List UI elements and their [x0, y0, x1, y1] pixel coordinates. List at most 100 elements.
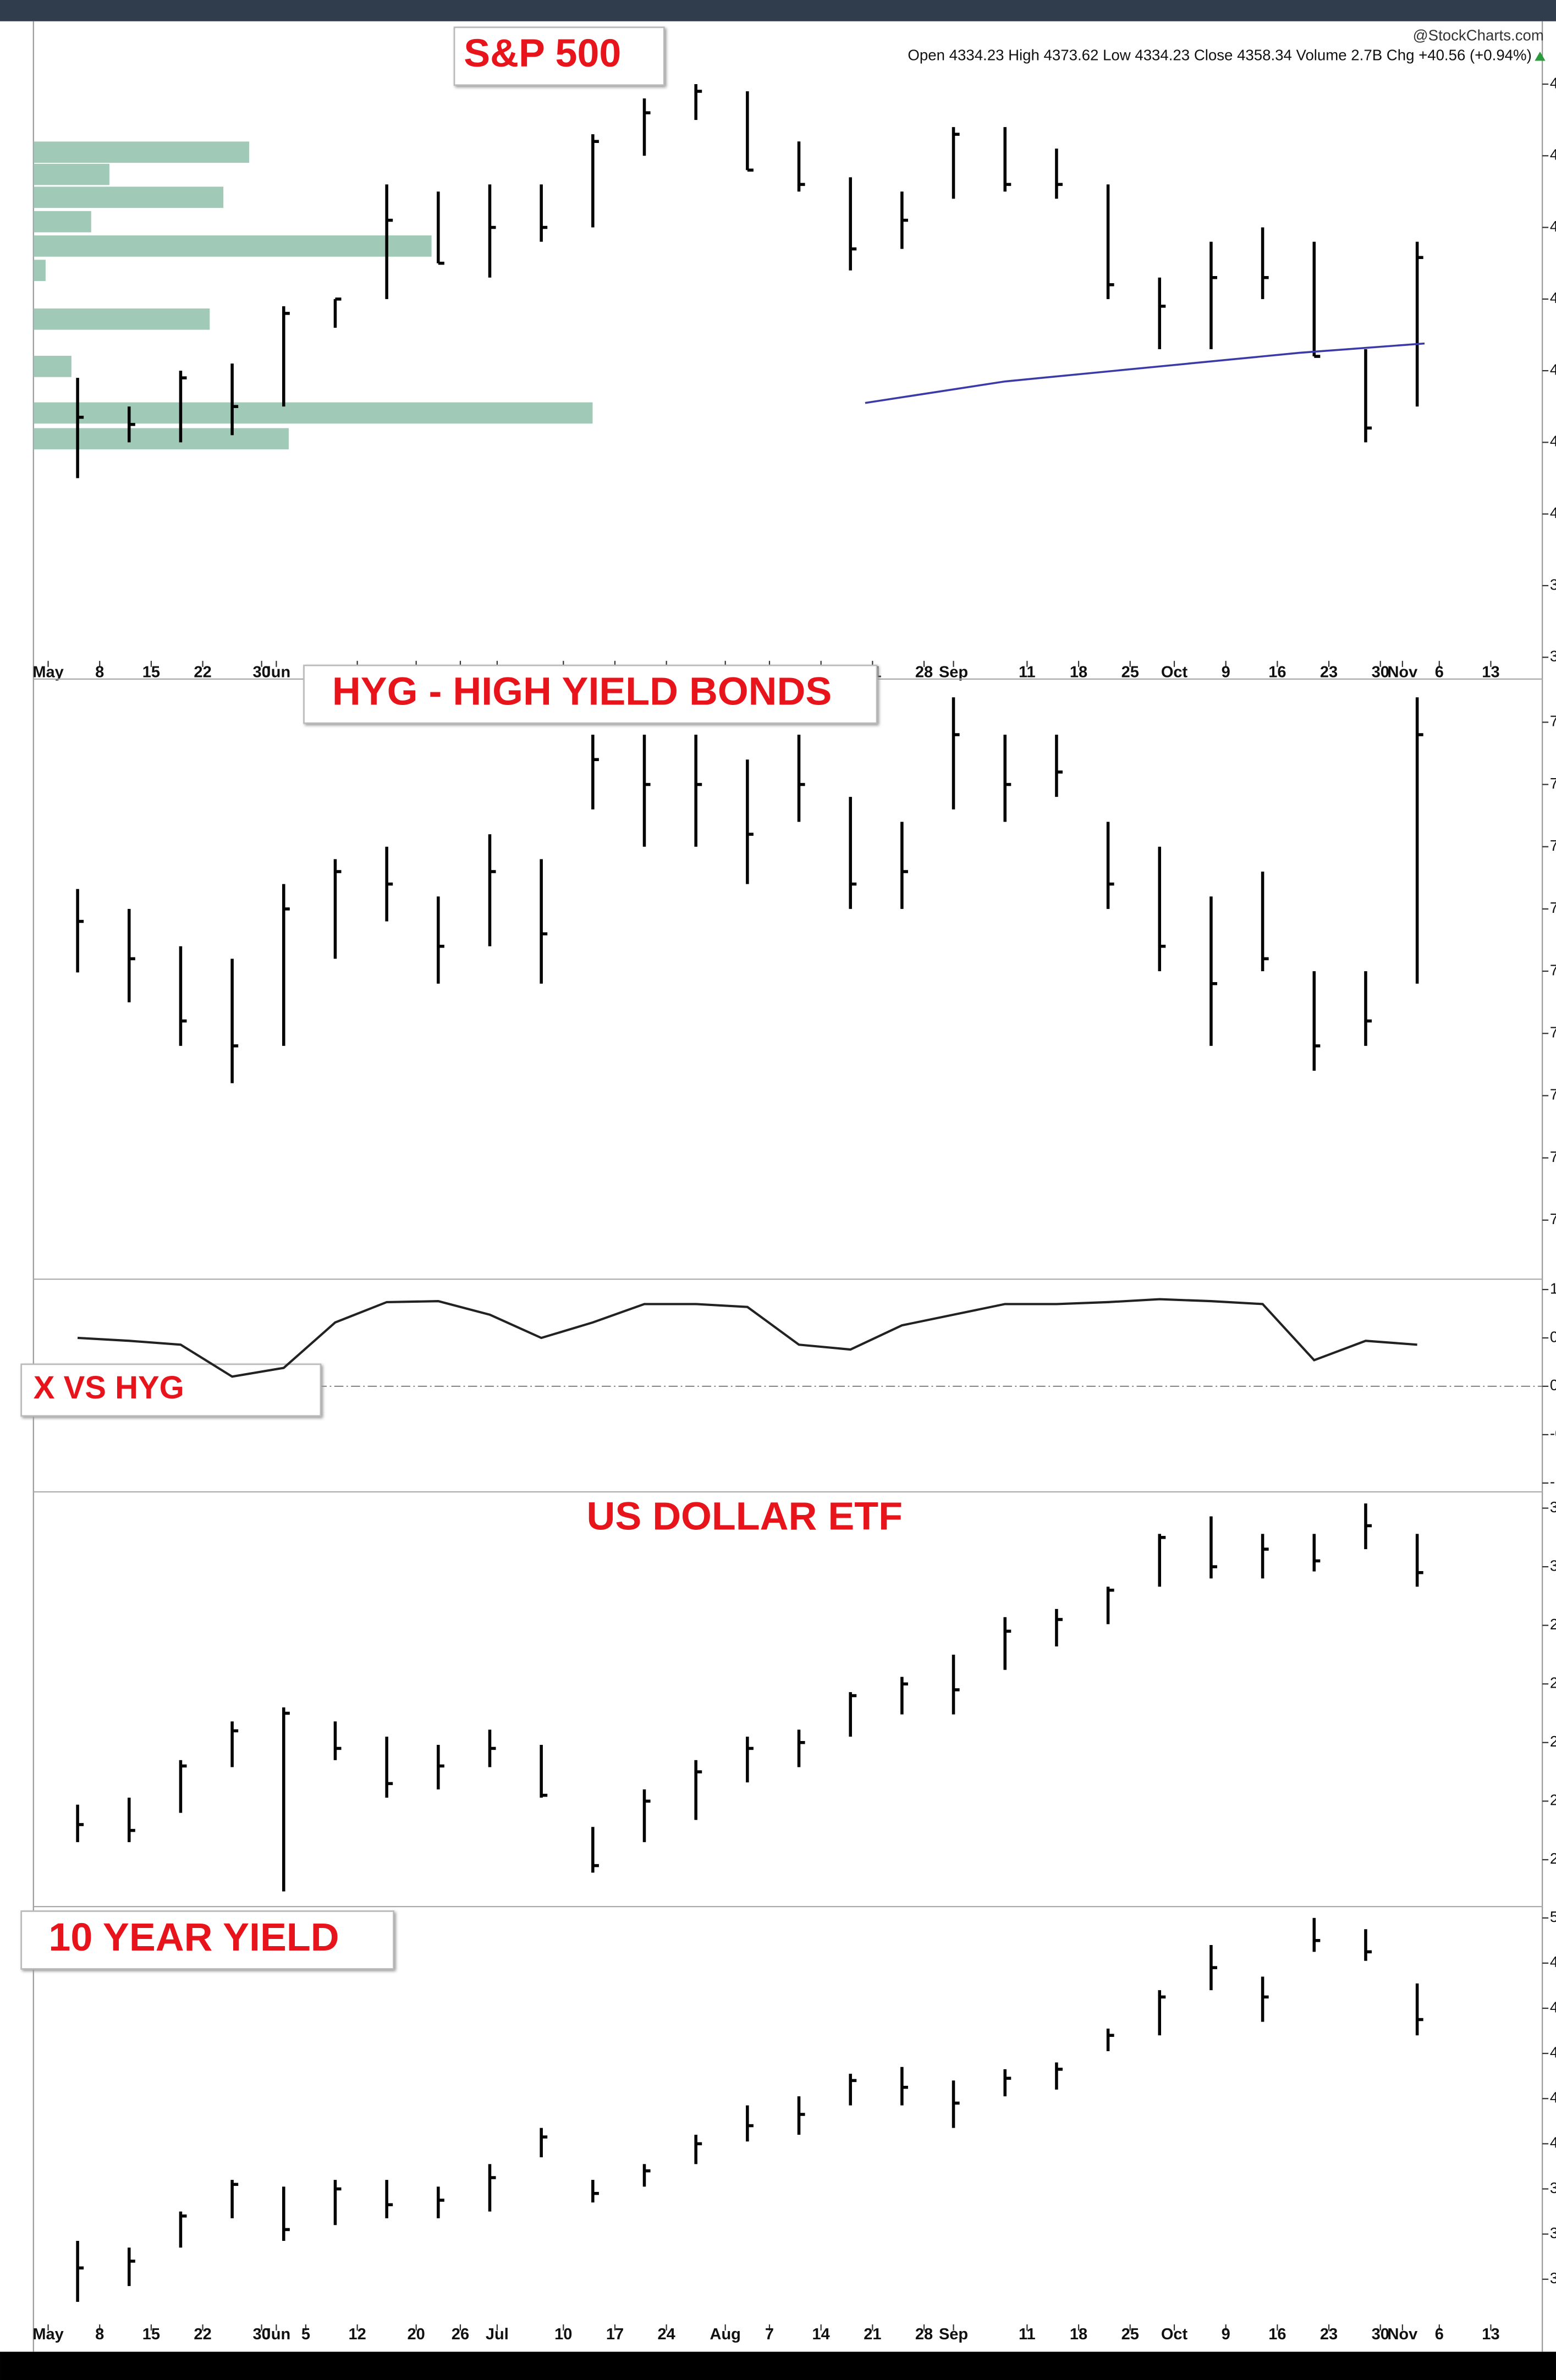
x-tick-label: May [32, 664, 63, 681]
y-tick-label: 74.5 [1550, 713, 1556, 730]
y-tick-label: 70.5 [1550, 1210, 1556, 1227]
x-tick-label: Nov [1387, 2326, 1417, 2343]
y-tick-label: 4400 [1550, 218, 1556, 235]
y-tick-label: 30.5 [1550, 1498, 1556, 1516]
x-tick-label: 30 [1372, 2326, 1389, 2343]
x-tick-label: 18 [1070, 2326, 1087, 2343]
y-tick-label: 72.5 [1550, 961, 1556, 978]
x-tick-label: 23 [1320, 664, 1338, 681]
up-arrow [1535, 51, 1546, 61]
volume-bar [33, 211, 91, 233]
source: @StockCharts.com [1413, 27, 1544, 44]
y-tick-label: 71.5 [1550, 1086, 1556, 1103]
x-tick-label: 22 [194, 2326, 211, 2343]
panel-title: 10 YEAR YIELD [48, 1915, 339, 1959]
x-tick-label: 7 [765, 2326, 774, 2343]
bottom-bar [0, 2351, 1556, 2380]
y-tick-label: 0.5 [1550, 1328, 1556, 1345]
y-tick-label: 0 [1550, 1376, 1556, 1393]
y-tick-label: -1 [1550, 1473, 1556, 1490]
y-tick-label: 4100 [1550, 433, 1556, 450]
x-tick-label: 12 [348, 2326, 366, 2343]
volume-bar [33, 235, 432, 257]
y-tick-label: 3900 [1550, 576, 1556, 593]
x-tick-label: 21 [864, 2326, 881, 2343]
quote: Open 4334.23 High 4373.62 Low 4334.23 Cl… [908, 47, 1531, 64]
x-tick-label: Oct [1161, 664, 1188, 681]
y-tick-label: 72 [1550, 1024, 1556, 1041]
y-tick-label: 4500 [1550, 146, 1556, 163]
x-tick-label: 5 [301, 2326, 310, 2343]
correlation-line [77, 1298, 1417, 1378]
x-tick-label: 11 [1019, 664, 1036, 681]
x-tick-label: 13 [1482, 2326, 1499, 2343]
y-tick-label: 36 [1550, 2224, 1556, 2241]
volume-bar [33, 355, 72, 377]
y-tick-label: 29 [1550, 1674, 1556, 1692]
title-box [20, 1363, 322, 1417]
title-box [453, 26, 665, 86]
x-tick-label: 22 [194, 664, 211, 681]
x-tick-label: 20 [408, 2326, 425, 2343]
x-tick-label: Sep [939, 2326, 968, 2343]
y-tick-label: 1 [1550, 1280, 1556, 1297]
y-tick-label: 30 [1550, 1557, 1556, 1574]
x-tick-label: 13 [1482, 664, 1499, 681]
x-tick-label: Sep [939, 664, 968, 681]
x-tick-label: 25 [1121, 664, 1139, 681]
x-tick-label: 18 [1070, 664, 1087, 681]
y-tick-label: 50 [1550, 1908, 1556, 1925]
y-tick-label: 29.5 [1550, 1616, 1556, 1633]
x-tick-label: 24 [658, 2326, 675, 2343]
volume-bar [33, 163, 109, 185]
y-tick-label: 46 [1550, 1998, 1556, 2015]
x-tick-label: 6 [1435, 2326, 1444, 2343]
x-tick-label: 30 [253, 664, 271, 681]
x-tick-label: 16 [1268, 664, 1286, 681]
x-tick-label: Oct [1161, 2326, 1188, 2343]
x-tick-label: 28 [915, 664, 933, 681]
x-tick-label: 9 [1222, 664, 1230, 681]
y-tick-label: 4000 [1550, 504, 1556, 521]
y-tick-label: 3800 [1550, 648, 1556, 665]
x-tick-label: 30 [1372, 664, 1389, 681]
x-tick-label: Jun [262, 664, 291, 681]
x-tick-label: 23 [1320, 2326, 1338, 2343]
y-tick-label: 48 [1550, 1953, 1556, 1970]
volume-bar [33, 260, 46, 282]
y-tick-label: 74 [1550, 775, 1556, 792]
volume-bar [33, 186, 224, 208]
y-tick-label: 27.5 [1550, 1850, 1556, 1867]
y-tick-label: 44 [1550, 2043, 1556, 2061]
title-box [20, 1910, 394, 1970]
y-tick-label: 34 [1550, 2269, 1556, 2287]
y-tick-label: 4300 [1550, 289, 1556, 306]
volume-bar [33, 402, 593, 424]
y-tick-label: 38 [1550, 2179, 1556, 2196]
title-box [303, 664, 878, 724]
x-tick-label: 30 [253, 2326, 271, 2343]
x-tick-label: 16 [1268, 2326, 1286, 2343]
x-tick-label: Aug [710, 2326, 741, 2343]
x-tick-label: Nov [1387, 664, 1417, 681]
x-tick-label: 25 [1121, 2326, 1139, 2343]
x-tick-label: 15 [142, 2326, 160, 2343]
y-tick-label: 71 [1550, 1148, 1556, 1165]
moving-average [865, 342, 1425, 404]
y-tick-label: 28 [1550, 1792, 1556, 1809]
y-tick-label: 73 [1550, 899, 1556, 916]
x-tick-label: Jun [262, 2326, 291, 2343]
y-tick-label: 4600 [1550, 74, 1556, 91]
x-tick-label: 10 [554, 2326, 572, 2343]
y-tick-label: -0.5 [1550, 1425, 1556, 1442]
x-tick-label: May [32, 2326, 63, 2343]
x-tick-label: 15 [142, 664, 160, 681]
x-tick-label: 9 [1222, 2326, 1230, 2343]
x-tick-label: 6 [1435, 664, 1444, 681]
volume-bar [33, 308, 210, 330]
x-tick-label: 11 [1019, 2326, 1036, 2343]
top-bar [0, 0, 1556, 21]
volume-bar [33, 141, 250, 163]
x-tick-label: 17 [606, 2326, 624, 2343]
